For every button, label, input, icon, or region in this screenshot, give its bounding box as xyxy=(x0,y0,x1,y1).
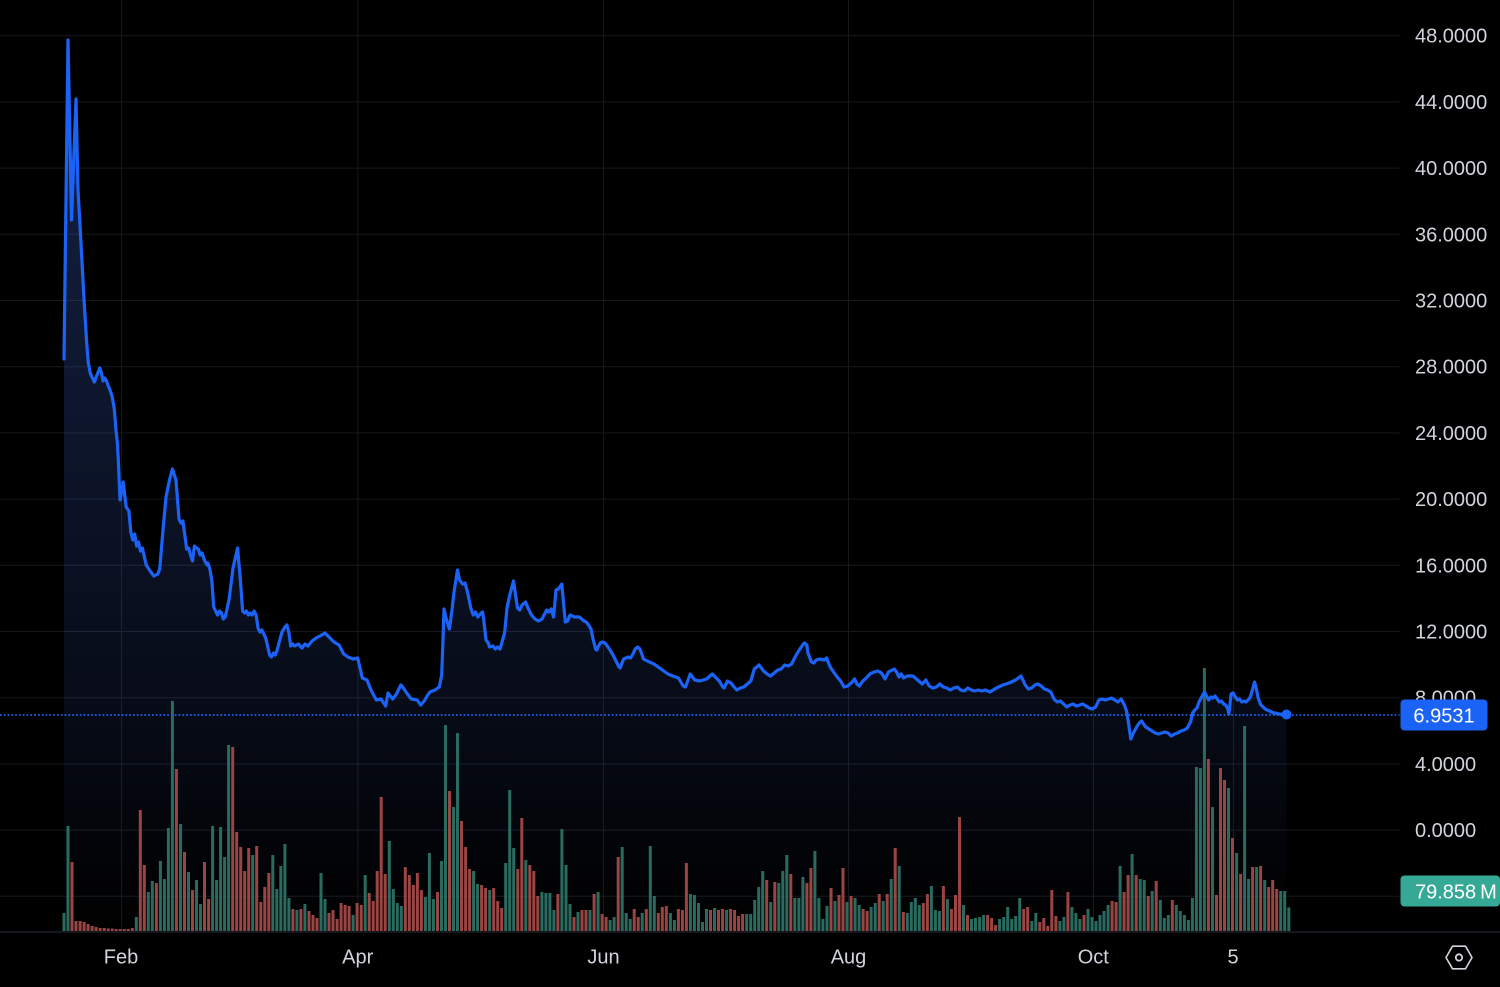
svg-text:Aug: Aug xyxy=(831,947,867,969)
svg-text:36.0000: 36.0000 xyxy=(1415,224,1487,246)
svg-text:40.0000: 40.0000 xyxy=(1415,158,1487,180)
svg-text:Jun: Jun xyxy=(587,947,619,969)
svg-text:16.0000: 16.0000 xyxy=(1415,555,1487,577)
svg-text:4.0000: 4.0000 xyxy=(1415,754,1476,776)
svg-text:20.0000: 20.0000 xyxy=(1415,489,1487,511)
svg-text:24.0000: 24.0000 xyxy=(1415,423,1487,445)
svg-text:28.0000: 28.0000 xyxy=(1415,357,1487,379)
svg-text:Apr: Apr xyxy=(342,947,373,969)
svg-text:Feb: Feb xyxy=(104,947,138,969)
svg-text:0.0000: 0.0000 xyxy=(1415,820,1476,842)
svg-text:12.0000: 12.0000 xyxy=(1415,622,1487,644)
svg-text:6.9531: 6.9531 xyxy=(1413,706,1474,728)
svg-text:44.0000: 44.0000 xyxy=(1415,92,1487,114)
svg-text:79.858 M: 79.858 M xyxy=(1415,882,1497,904)
svg-text:Oct: Oct xyxy=(1078,947,1110,969)
svg-text:5: 5 xyxy=(1227,947,1238,969)
svg-text:48.0000: 48.0000 xyxy=(1415,26,1487,48)
svg-text:32.0000: 32.0000 xyxy=(1415,291,1487,313)
